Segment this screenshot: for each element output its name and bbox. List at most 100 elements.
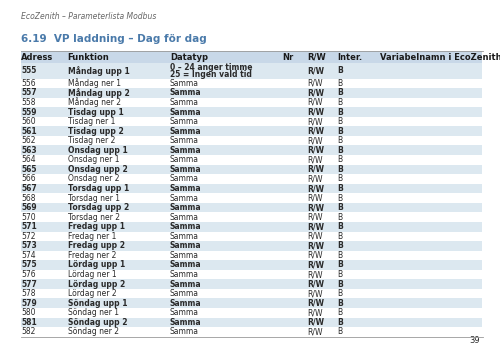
Text: R/W: R/W: [308, 270, 323, 279]
Text: Fredag ner 1: Fredag ner 1: [68, 232, 116, 241]
Text: Samma: Samma: [170, 79, 199, 88]
Text: Tisdag ner 1: Tisdag ner 1: [68, 117, 115, 126]
Text: R/W: R/W: [308, 232, 323, 241]
Bar: [21, 79, 482, 88]
Text: B: B: [338, 318, 343, 327]
Text: 572: 572: [21, 232, 35, 241]
Text: Samma: Samma: [170, 203, 202, 212]
Text: Funktion: Funktion: [68, 53, 109, 62]
Bar: [21, 117, 482, 126]
Text: Onsdag upp 1: Onsdag upp 1: [68, 146, 127, 155]
Bar: [21, 270, 482, 279]
Text: R/W: R/W: [308, 136, 323, 145]
Text: R/W: R/W: [308, 194, 323, 202]
Text: 25 = Ingen vald tid: 25 = Ingen vald tid: [170, 70, 252, 79]
Bar: [21, 298, 482, 308]
Text: Inter.: Inter.: [338, 53, 362, 62]
Text: Samma: Samma: [170, 88, 202, 97]
Bar: [21, 212, 482, 222]
Text: Onsdag upp 2: Onsdag upp 2: [68, 165, 127, 174]
Text: Tisdag upp 2: Tisdag upp 2: [68, 127, 123, 136]
Text: Samma: Samma: [170, 175, 199, 183]
Text: B: B: [338, 117, 342, 126]
Text: 565: 565: [21, 165, 36, 174]
Text: Samma: Samma: [170, 222, 202, 231]
Text: B: B: [338, 270, 342, 279]
Text: 580: 580: [21, 308, 35, 317]
Text: Samma: Samma: [170, 232, 199, 241]
Bar: [21, 327, 482, 337]
Text: 571: 571: [21, 222, 37, 231]
Text: 576: 576: [21, 270, 35, 279]
Text: B: B: [338, 165, 343, 174]
Text: Torsdag upp 1: Torsdag upp 1: [68, 184, 129, 193]
Text: Torsdag upp 2: Torsdag upp 2: [68, 203, 129, 212]
Text: Adress: Adress: [21, 53, 53, 62]
Text: B: B: [338, 155, 342, 164]
Bar: [21, 251, 482, 260]
Text: B: B: [338, 213, 342, 222]
Text: 569: 569: [21, 203, 36, 212]
Text: 567: 567: [21, 184, 37, 193]
Text: 561: 561: [21, 127, 36, 136]
Text: Samma: Samma: [170, 155, 199, 164]
Text: B: B: [338, 280, 343, 289]
Text: Samma: Samma: [170, 270, 199, 279]
Text: B: B: [338, 175, 342, 183]
Text: R/W: R/W: [308, 289, 323, 298]
Text: R/W: R/W: [308, 213, 323, 222]
Bar: [21, 174, 482, 184]
Text: R/W: R/W: [308, 222, 324, 231]
Text: B: B: [338, 79, 342, 88]
Text: 6.19  VP laddning – Dag för dag: 6.19 VP laddning – Dag för dag: [21, 34, 207, 44]
Text: Samma: Samma: [170, 327, 199, 336]
Text: 560: 560: [21, 117, 35, 126]
Text: R/W: R/W: [308, 318, 324, 327]
Bar: [21, 155, 482, 165]
Text: Samma: Samma: [170, 299, 202, 308]
Text: R/W: R/W: [308, 79, 323, 88]
Text: B: B: [338, 184, 343, 193]
Text: R/W: R/W: [308, 241, 324, 250]
Text: Samma: Samma: [170, 241, 202, 250]
Text: B: B: [338, 251, 342, 260]
Text: R/W: R/W: [308, 327, 323, 336]
Text: Samma: Samma: [170, 251, 199, 260]
Text: R/W: R/W: [308, 175, 323, 183]
Text: 564: 564: [21, 155, 35, 164]
Text: Söndag ner 1: Söndag ner 1: [68, 308, 118, 317]
Bar: [21, 51, 482, 63]
Text: Samma: Samma: [170, 289, 199, 298]
Text: 566: 566: [21, 175, 35, 183]
Text: 577: 577: [21, 280, 37, 289]
Bar: [21, 165, 482, 174]
Text: Samma: Samma: [170, 146, 202, 155]
Bar: [21, 289, 482, 298]
Text: R/W: R/W: [308, 184, 324, 193]
Text: 557: 557: [21, 88, 36, 97]
Text: Tisdag upp 1: Tisdag upp 1: [68, 108, 123, 116]
Text: R/W: R/W: [308, 146, 324, 155]
Bar: [21, 318, 482, 327]
Text: Fredag ner 2: Fredag ner 2: [68, 251, 116, 260]
Text: 558: 558: [21, 98, 35, 107]
Text: B: B: [338, 88, 343, 97]
Text: Måndag ner 1: Måndag ner 1: [68, 79, 120, 88]
Text: 575: 575: [21, 261, 36, 269]
Text: Fredag upp 1: Fredag upp 1: [68, 222, 124, 231]
Bar: [21, 88, 482, 98]
Text: Samma: Samma: [170, 280, 202, 289]
Text: Nr: Nr: [282, 53, 294, 62]
Text: Lördag upp 1: Lördag upp 1: [68, 261, 125, 269]
Text: Söndag upp 1: Söndag upp 1: [68, 299, 127, 308]
Text: 570: 570: [21, 213, 35, 222]
Text: Torsdag ner 2: Torsdag ner 2: [68, 213, 120, 222]
Text: Onsdag ner 1: Onsdag ner 1: [68, 155, 119, 164]
Text: Onsdag ner 2: Onsdag ner 2: [68, 175, 119, 183]
Text: 39: 39: [470, 336, 480, 345]
Bar: [21, 98, 482, 107]
Text: 0 – 24 anger timme: 0 – 24 anger timme: [170, 63, 252, 72]
Text: Samma: Samma: [170, 127, 202, 136]
Text: Samma: Samma: [170, 136, 199, 145]
Bar: [21, 260, 482, 270]
